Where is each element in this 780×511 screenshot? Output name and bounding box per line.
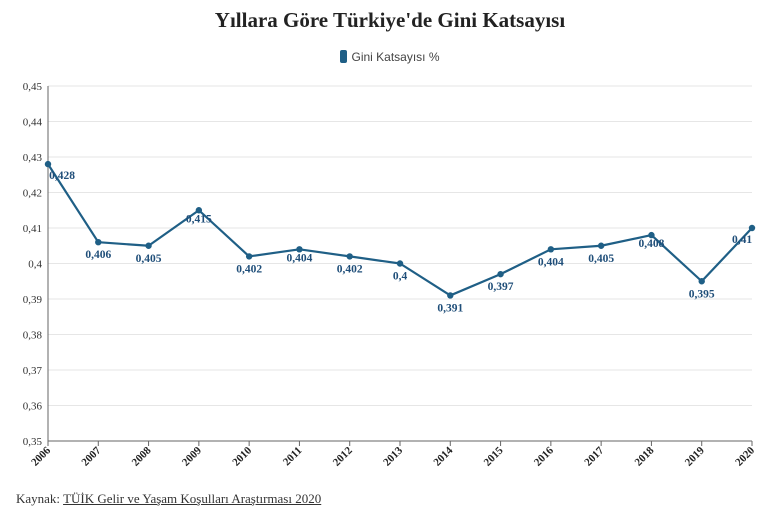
data-label: 0,415 <box>186 213 212 225</box>
source-note: Kaynak: TÜİK Gelir ve Yaşam Koşulları Ar… <box>16 491 321 507</box>
y-tick-label: 0,45 <box>23 81 43 93</box>
x-tick-label: 2008 <box>130 444 154 468</box>
data-label: 0,41 <box>732 234 752 246</box>
data-point <box>245 253 253 260</box>
data-point <box>396 260 404 267</box>
x-tick-label: 2019 <box>683 444 707 468</box>
y-tick-label: 0,35 <box>23 436 43 448</box>
data-label: 0,405 <box>136 253 162 265</box>
x-tick-label: 2007 <box>79 444 103 468</box>
x-tick-label: 2011 <box>281 445 305 469</box>
data-point <box>44 160 52 168</box>
x-tick-label: 2016 <box>532 444 556 468</box>
data-label: 0,408 <box>638 238 664 250</box>
legend-label: Gini Katsayısı % <box>351 50 440 64</box>
y-tick-label: 0,36 <box>23 401 43 413</box>
data-label: 0,404 <box>286 252 312 264</box>
data-label: 0,391 <box>437 302 463 314</box>
y-tick-label: 0,43 <box>23 152 43 164</box>
data-label: 0,402 <box>337 263 363 275</box>
data-point <box>748 224 756 232</box>
data-label: 0,4 <box>393 271 408 283</box>
data-point <box>195 207 203 214</box>
y-tick-label: 0,41 <box>23 223 42 235</box>
y-tick-label: 0,37 <box>23 365 43 377</box>
x-tick-label: 2020 <box>733 444 757 468</box>
x-tick-label: 2015 <box>482 444 506 468</box>
data-point <box>296 246 303 253</box>
x-tick-label: 2009 <box>180 444 204 468</box>
x-tick-label: 2017 <box>582 444 606 468</box>
x-tick-label: 2013 <box>381 444 405 468</box>
x-tick-label: 2018 <box>633 444 657 468</box>
source-link[interactable]: TÜİK Gelir ve Yaşam Koşulları Araştırmas… <box>63 491 322 506</box>
data-point <box>698 278 705 285</box>
data-point <box>145 242 152 249</box>
x-tick-label: 2010 <box>230 444 254 468</box>
data-label: 0,406 <box>85 249 111 261</box>
data-point <box>95 239 102 246</box>
chart-title: Yıllara Göre Türkiye'de Gini Katsayısı <box>214 8 566 32</box>
data-label: 0,397 <box>488 281 514 293</box>
data-point <box>547 246 555 253</box>
data-label: 0,404 <box>538 256 564 268</box>
chart-legend[interactable]: Gini Katsayısı % <box>0 50 780 64</box>
data-label: 0,405 <box>588 253 614 265</box>
data-point <box>648 231 655 239</box>
y-tick-label: 0,4 <box>28 259 42 271</box>
y-tick-label: 0,44 <box>23 117 43 129</box>
x-tick-label: 2014 <box>431 444 455 468</box>
y-tick-label: 0,38 <box>23 330 43 342</box>
data-label: 0,428 <box>49 170 75 182</box>
legend-swatch <box>340 50 348 63</box>
data-point <box>346 253 353 260</box>
data-point <box>497 270 504 278</box>
data-point <box>597 242 605 249</box>
source-prefix: Kaynak: <box>16 491 61 506</box>
data-label: 0,395 <box>689 288 715 300</box>
x-tick-label: 2012 <box>331 444 355 468</box>
data-label: 0,402 <box>236 263 262 275</box>
y-tick-label: 0,42 <box>23 188 42 200</box>
data-point <box>447 292 454 299</box>
y-tick-label: 0,39 <box>23 294 43 306</box>
